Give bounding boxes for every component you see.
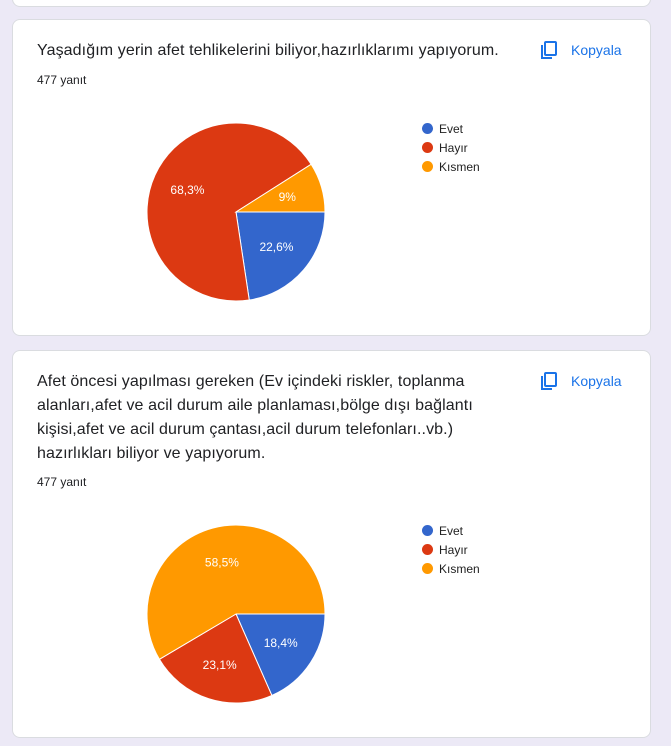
- chart-legend: Evet Hayır Kısmen: [422, 521, 480, 578]
- legend-item-hayir: Hayır: [422, 540, 480, 559]
- pie-slice-evet[interactable]: [235, 211, 326, 301]
- legend-item-kismen: Kısmen: [422, 157, 480, 176]
- legend-dot: [422, 142, 433, 153]
- legend-item-hayir: Hayır: [422, 138, 480, 157]
- legend-item-evet: Evet: [422, 119, 480, 138]
- pie-slice-kısmen[interactable]: [146, 524, 326, 660]
- slice-percent-label: 9%: [279, 190, 297, 204]
- slice-percent-label: 58,5%: [205, 555, 239, 569]
- response-count: 477 yanıt: [37, 73, 87, 87]
- question-title: Afet öncesi yapılması gereken (Ev içinde…: [37, 373, 473, 462]
- copy-button[interactable]: Kopyala: [539, 40, 622, 60]
- chart-legend: Evet Hayır Kısmen: [422, 119, 480, 176]
- pie-chart-2: 18,4% 23,1% 58,5%: [146, 524, 326, 704]
- legend-item-evet: Evet: [422, 521, 480, 540]
- legend-dot: [422, 161, 433, 172]
- copy-button[interactable]: Kopyala: [539, 371, 622, 391]
- slice-percent-label: 23,1%: [203, 658, 237, 672]
- copy-icon: [541, 41, 557, 59]
- legend-dot: [422, 123, 433, 134]
- pie-slice-hayır[interactable]: [158, 613, 273, 704]
- pie-chart-1: 22,6% 68,3% 9%: [146, 122, 326, 302]
- legend-item-kismen: Kısmen: [422, 559, 480, 578]
- legend-dot: [422, 563, 433, 574]
- copy-label: Kopyala: [571, 373, 622, 389]
- slice-percent-label: 18,4%: [264, 636, 298, 650]
- question-title: Yaşadığım yerin afet tehlikelerini biliy…: [37, 42, 499, 59]
- slice-percent-label: 22,6%: [259, 240, 293, 254]
- legend-dot: [422, 525, 433, 536]
- pie-slice-hayır[interactable]: [146, 122, 312, 302]
- previous-card: [12, 0, 651, 7]
- copy-label: Kopyala: [571, 42, 622, 58]
- question-card-1: Yaşadığım yerin afet tehlikelerini biliy…: [12, 19, 651, 336]
- response-count: 477 yanıt: [37, 475, 87, 489]
- question-card-2: Afet öncesi yapılması gereken (Ev içinde…: [12, 350, 651, 738]
- pie-slice-kısmen[interactable]: [234, 163, 326, 213]
- copy-icon: [541, 372, 557, 390]
- pie-slice-evet[interactable]: [235, 613, 326, 697]
- slice-percent-label: 68,3%: [170, 183, 204, 197]
- legend-dot: [422, 544, 433, 555]
